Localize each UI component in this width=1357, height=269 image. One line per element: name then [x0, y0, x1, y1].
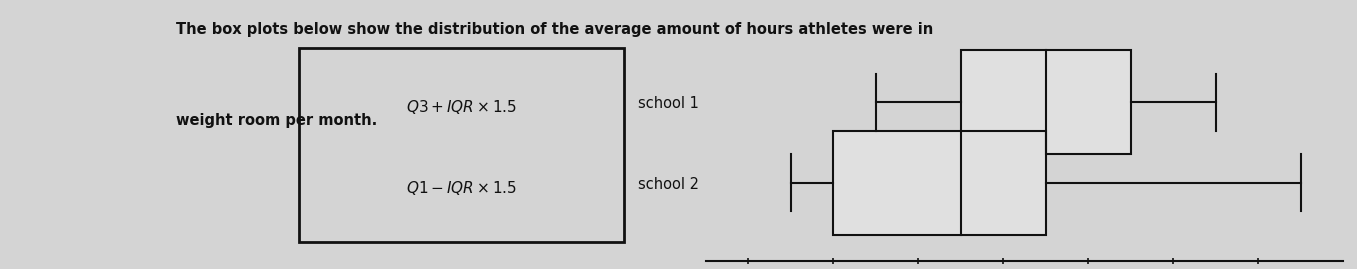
Text: weight room per month.: weight room per month.	[176, 113, 377, 128]
Text: $Q1 - IQR \times 1.5$: $Q1 - IQR \times 1.5$	[406, 179, 517, 197]
Bar	[833, 131, 1046, 235]
Bar	[961, 50, 1130, 154]
Text: The box plots below show the distribution of the average amount of hours athlete: The box plots below show the distributio…	[176, 22, 934, 37]
Text: $Q3 + IQR \times 1.5$: $Q3 + IQR \times 1.5$	[406, 98, 517, 115]
